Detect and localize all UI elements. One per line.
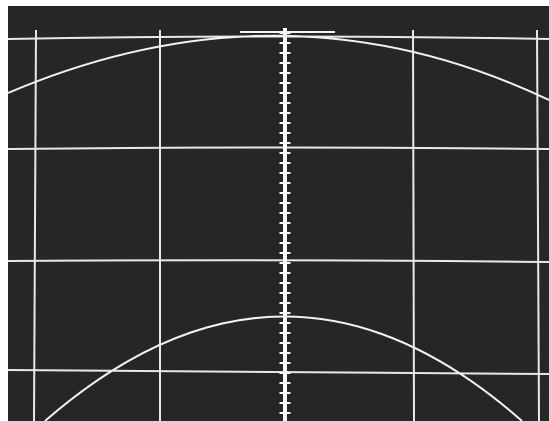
grid-line	[413, 30, 414, 421]
scope-screen	[0, 0, 549, 421]
page	[0, 0, 549, 421]
